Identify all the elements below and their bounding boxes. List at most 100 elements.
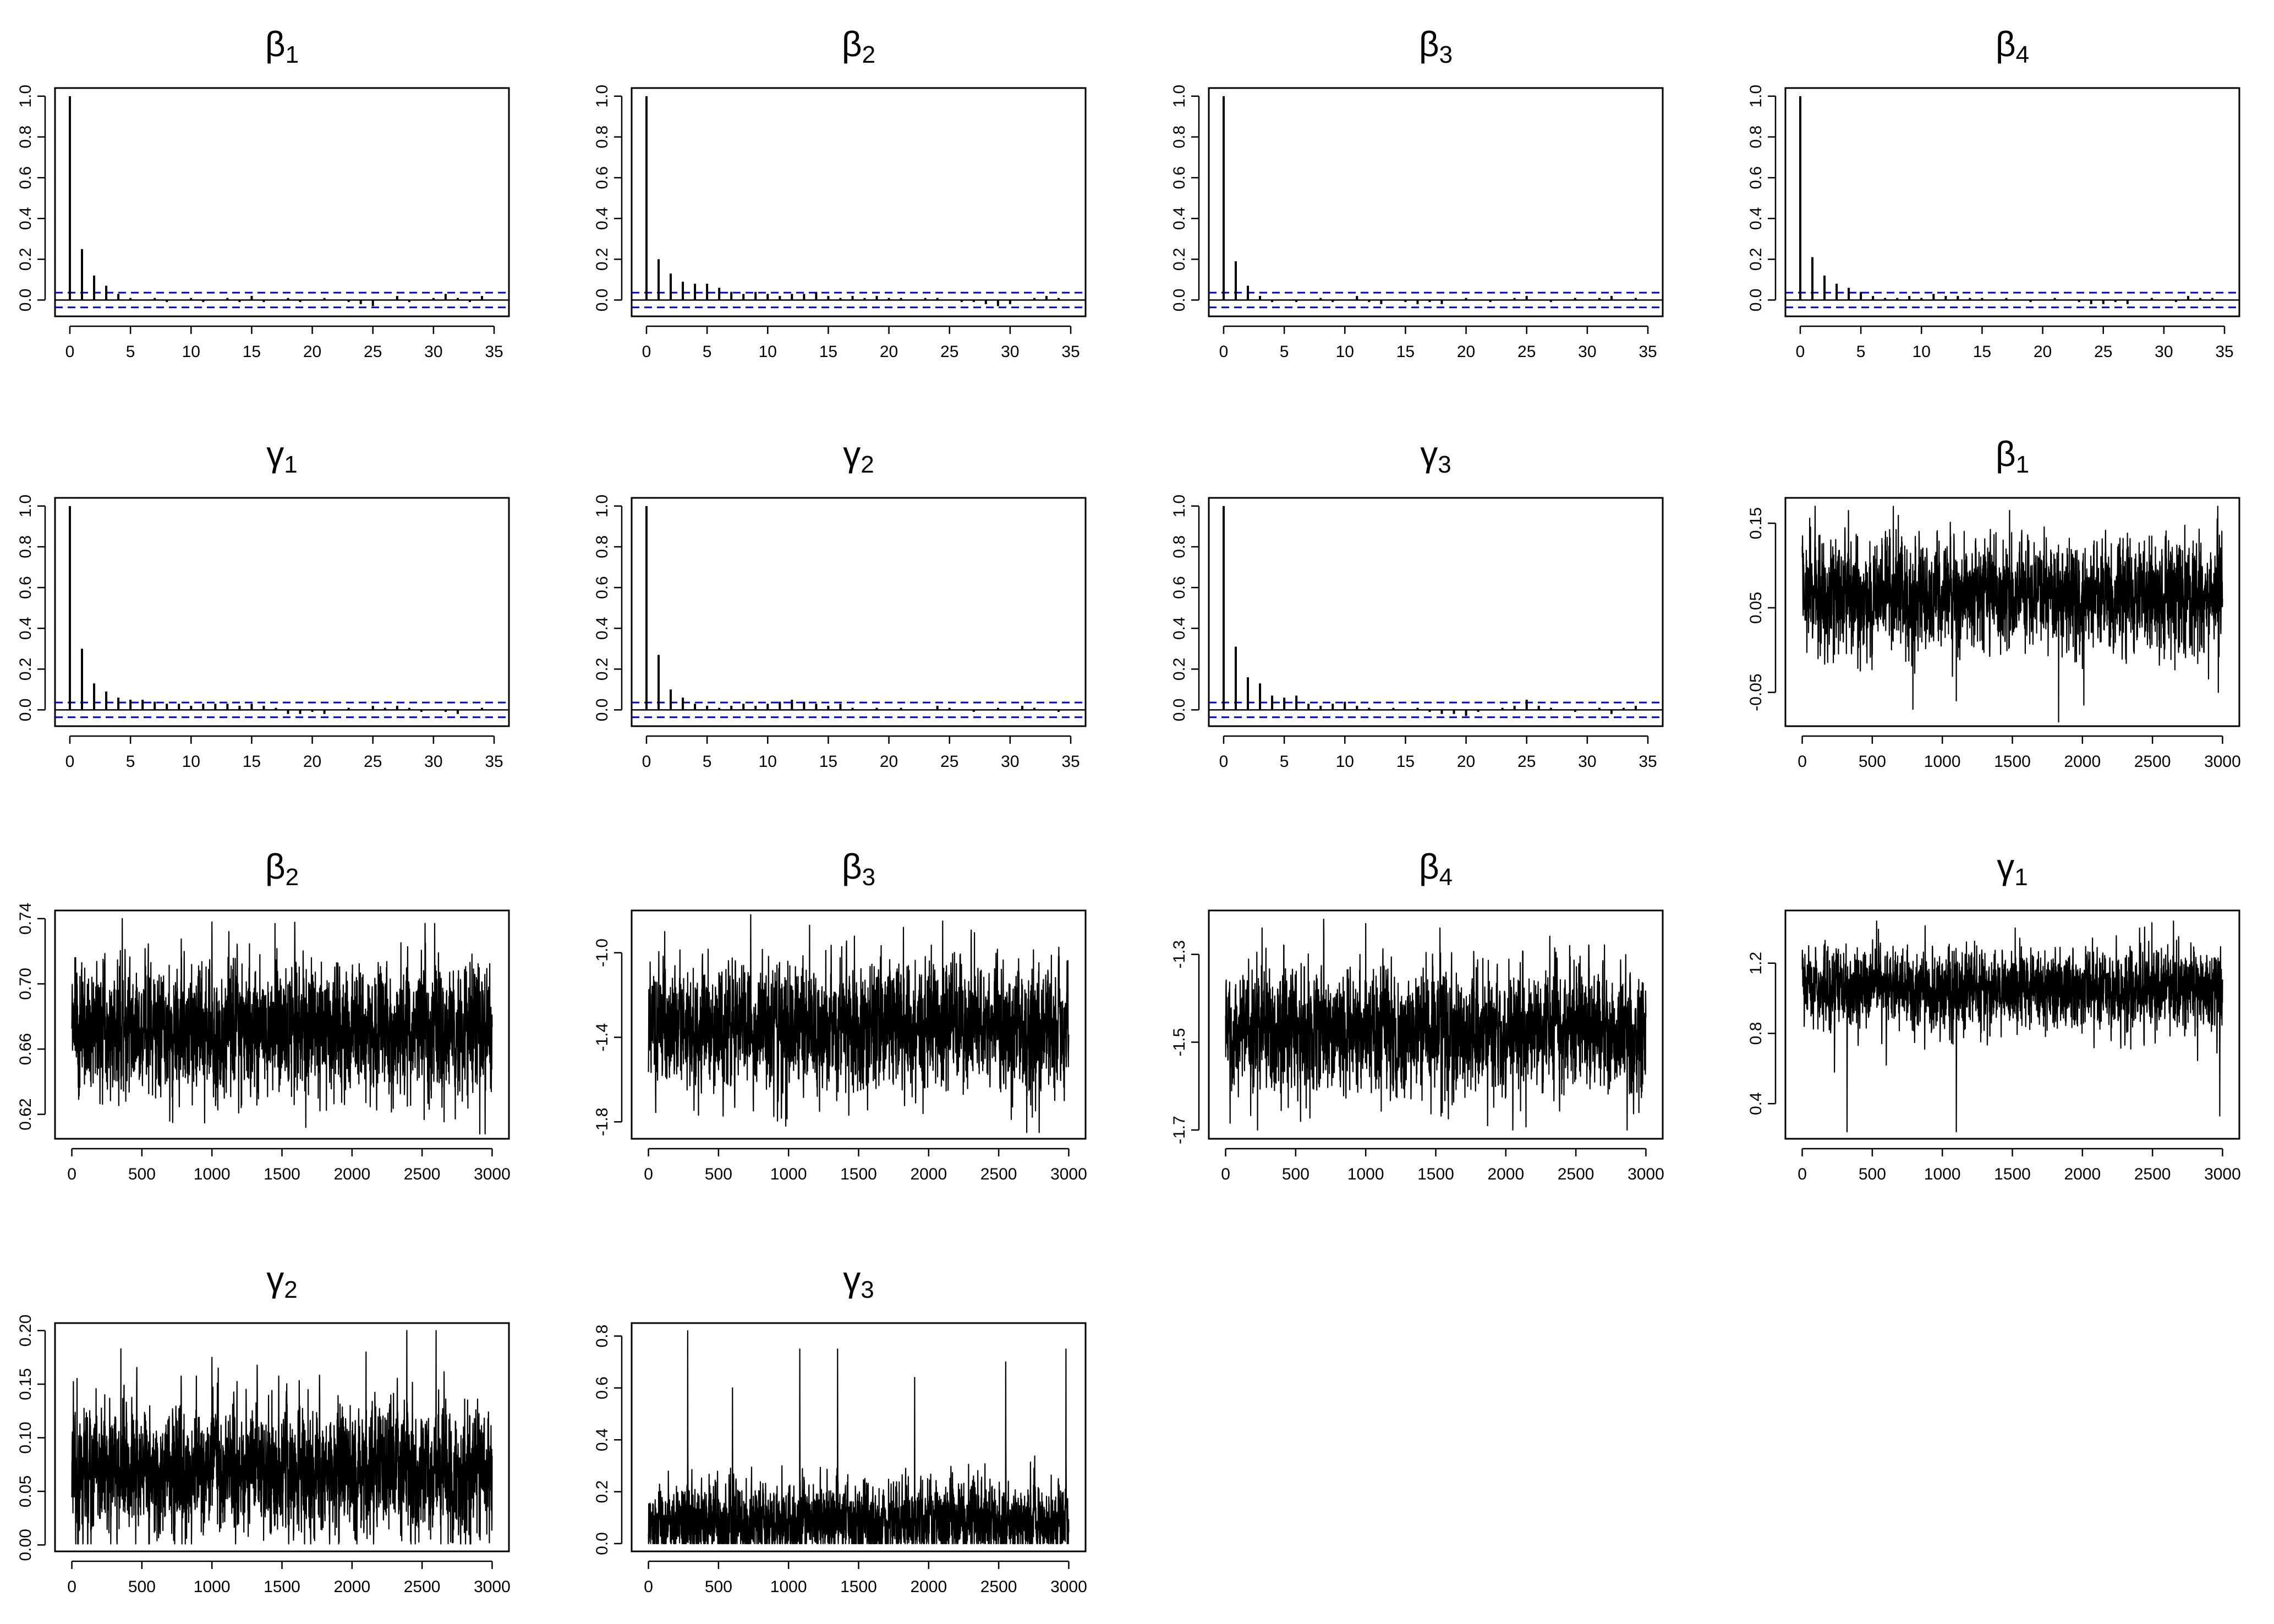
chart-title: γ2 (843, 434, 874, 478)
x-tick-label: 0 (644, 1165, 653, 1183)
plot-frame (1208, 87, 1664, 317)
y-tick-label: 0.66 (17, 1033, 35, 1065)
chart-title-subscript: 1 (286, 41, 299, 68)
chart-title: β4 (1996, 24, 2029, 68)
x-tick-label: 1000 (1924, 1165, 1961, 1183)
y-tick-label: 0.0 (593, 698, 611, 721)
plot-frame (54, 1322, 510, 1552)
y-tick-label: 0.6 (17, 166, 35, 189)
plot-frame (631, 497, 1087, 727)
x-tick-label: 25 (364, 343, 382, 361)
x-tick-label: 15 (1973, 343, 1991, 361)
x-tick-label: 3000 (1628, 1165, 1664, 1183)
y-tick-label: 0.6 (1170, 576, 1188, 599)
x-tick-label: 10 (182, 753, 200, 771)
y-tick-label: 0.2 (17, 248, 35, 271)
y-tick-label: 0.8 (1747, 125, 1765, 149)
x-tick-label: 2500 (980, 1578, 1017, 1596)
x-tick-label: 0 (1796, 343, 1805, 361)
y-tick-label: -1.8 (593, 1107, 611, 1136)
x-tick-label: 20 (880, 343, 898, 361)
plot-frame (1784, 87, 2240, 317)
y-tick-label: 0.2 (593, 657, 611, 681)
chart-title-subscript: 3 (1439, 41, 1453, 68)
x-tick-label: 0 (1219, 343, 1229, 361)
x-tick-label: 1500 (264, 1165, 300, 1183)
y-tick-label: 0.4 (1170, 207, 1188, 230)
y-tick-label: 0.4 (593, 207, 611, 230)
y-tick-label: 0.62 (17, 1098, 35, 1130)
x-tick-label: 20 (1457, 343, 1475, 361)
y-tick-label: 0.6 (593, 166, 611, 189)
y-tick-label: 0.4 (1747, 207, 1765, 230)
plot-frame (54, 87, 510, 317)
x-tick-label: 1000 (770, 1165, 807, 1183)
y-tick-label: 0.8 (1747, 1022, 1765, 1045)
x-tick-label: 0 (1219, 753, 1229, 771)
chart-title: β2 (842, 24, 875, 68)
x-tick-label: 25 (1517, 753, 1536, 771)
x-tick-label: 30 (424, 753, 442, 771)
x-tick-label: 500 (705, 1578, 732, 1596)
x-tick-label: 2500 (980, 1165, 1017, 1183)
y-tick-label: 0.4 (17, 207, 35, 230)
plot-frame (1784, 909, 2240, 1140)
y-tick-label: 0.2 (593, 248, 611, 271)
x-tick-label: 30 (1001, 343, 1019, 361)
y-tick-label: 0.0 (17, 698, 35, 721)
x-tick-label: 25 (1517, 343, 1536, 361)
y-tick-label: 0.2 (1170, 657, 1188, 681)
chart-title: β3 (1419, 24, 1453, 68)
y-tick-label: -1.3 (1170, 940, 1188, 969)
chart-title: β1 (1996, 434, 2029, 478)
chart-title-subscript: 2 (862, 41, 875, 68)
chart-title-subscript: 2 (861, 451, 874, 478)
y-tick-label: 0.8 (17, 125, 35, 149)
plot-frame (1784, 497, 2240, 727)
chart-trace-gamma2: γ2 0 500 1000 1500 2000 2500 3000 0.00 0.05 0.10 0.… (17, 1259, 511, 1596)
y-tick-label: -1.7 (1170, 1116, 1188, 1144)
x-tick-label: 10 (1336, 753, 1354, 771)
y-tick-label: 0.6 (593, 1376, 611, 1400)
y-tick-label: 0.4 (17, 617, 35, 640)
x-tick-label: 500 (128, 1165, 156, 1183)
x-tick-label: 5 (1856, 343, 1866, 361)
y-tick-label: 0.0 (593, 288, 611, 311)
x-tick-label: 3000 (1050, 1165, 1087, 1183)
x-tick-label: 35 (485, 343, 503, 361)
chart-title-symbol: β (265, 24, 286, 64)
y-tick-label: 0.70 (17, 968, 35, 1000)
chart-acf-gamma3: γ30 5 10 15 20 25 30 350.00.20.40.60.81.0 (1170, 434, 1664, 771)
y-tick-label: 1.0 (17, 495, 35, 518)
y-tick-label: 0.0 (593, 1532, 611, 1555)
x-tick-label: 35 (1639, 753, 1657, 771)
chart-title-symbol: β (842, 847, 862, 886)
chart-acf-gamma1: γ10 5 10 15 20 25 30 350.00.20.40.60.81.0 (17, 434, 510, 771)
chart-title: γ1 (266, 434, 297, 478)
chart-title-subscript: 2 (284, 1276, 297, 1303)
plot-frame (631, 1322, 1087, 1552)
y-tick-label: 0.15 (17, 1368, 35, 1400)
x-tick-label: 1500 (1417, 1165, 1454, 1183)
y-tick-label: 0.0 (1170, 698, 1188, 721)
x-tick-label: 5 (1280, 343, 1289, 361)
trace-line (1801, 506, 2223, 723)
chart-title-subscript: 1 (2014, 864, 2028, 891)
x-tick-label: 2500 (1558, 1165, 1594, 1183)
x-tick-label: 35 (2215, 343, 2233, 361)
x-tick-label: 1000 (1924, 753, 1961, 771)
chart-trace-beta4: β4 0 500 1000 1500 2000 2500 3000 -1.7 -1.5 -1.3 (1170, 847, 1664, 1183)
y-tick-label: 0.8 (593, 535, 611, 558)
x-tick-label: 10 (1913, 343, 1931, 361)
x-tick-label: 0 (1798, 753, 1807, 771)
x-tick-label: 1000 (1347, 1165, 1384, 1183)
y-tick-label: 0.4 (1170, 617, 1188, 640)
x-tick-label: 5 (1280, 753, 1289, 771)
chart-title-symbol: γ (266, 434, 284, 474)
x-tick-label: 2500 (404, 1165, 441, 1183)
chart-title: β4 (1419, 847, 1453, 891)
y-tick-label: 0.2 (1747, 248, 1765, 271)
plot-frame (1208, 497, 1664, 727)
chart-trace-gamma1: γ1 0 500 1000 1500 2000 2500 3000 0.4 0.8 1.2 (1747, 847, 2241, 1183)
x-tick-label: 5 (126, 343, 135, 361)
